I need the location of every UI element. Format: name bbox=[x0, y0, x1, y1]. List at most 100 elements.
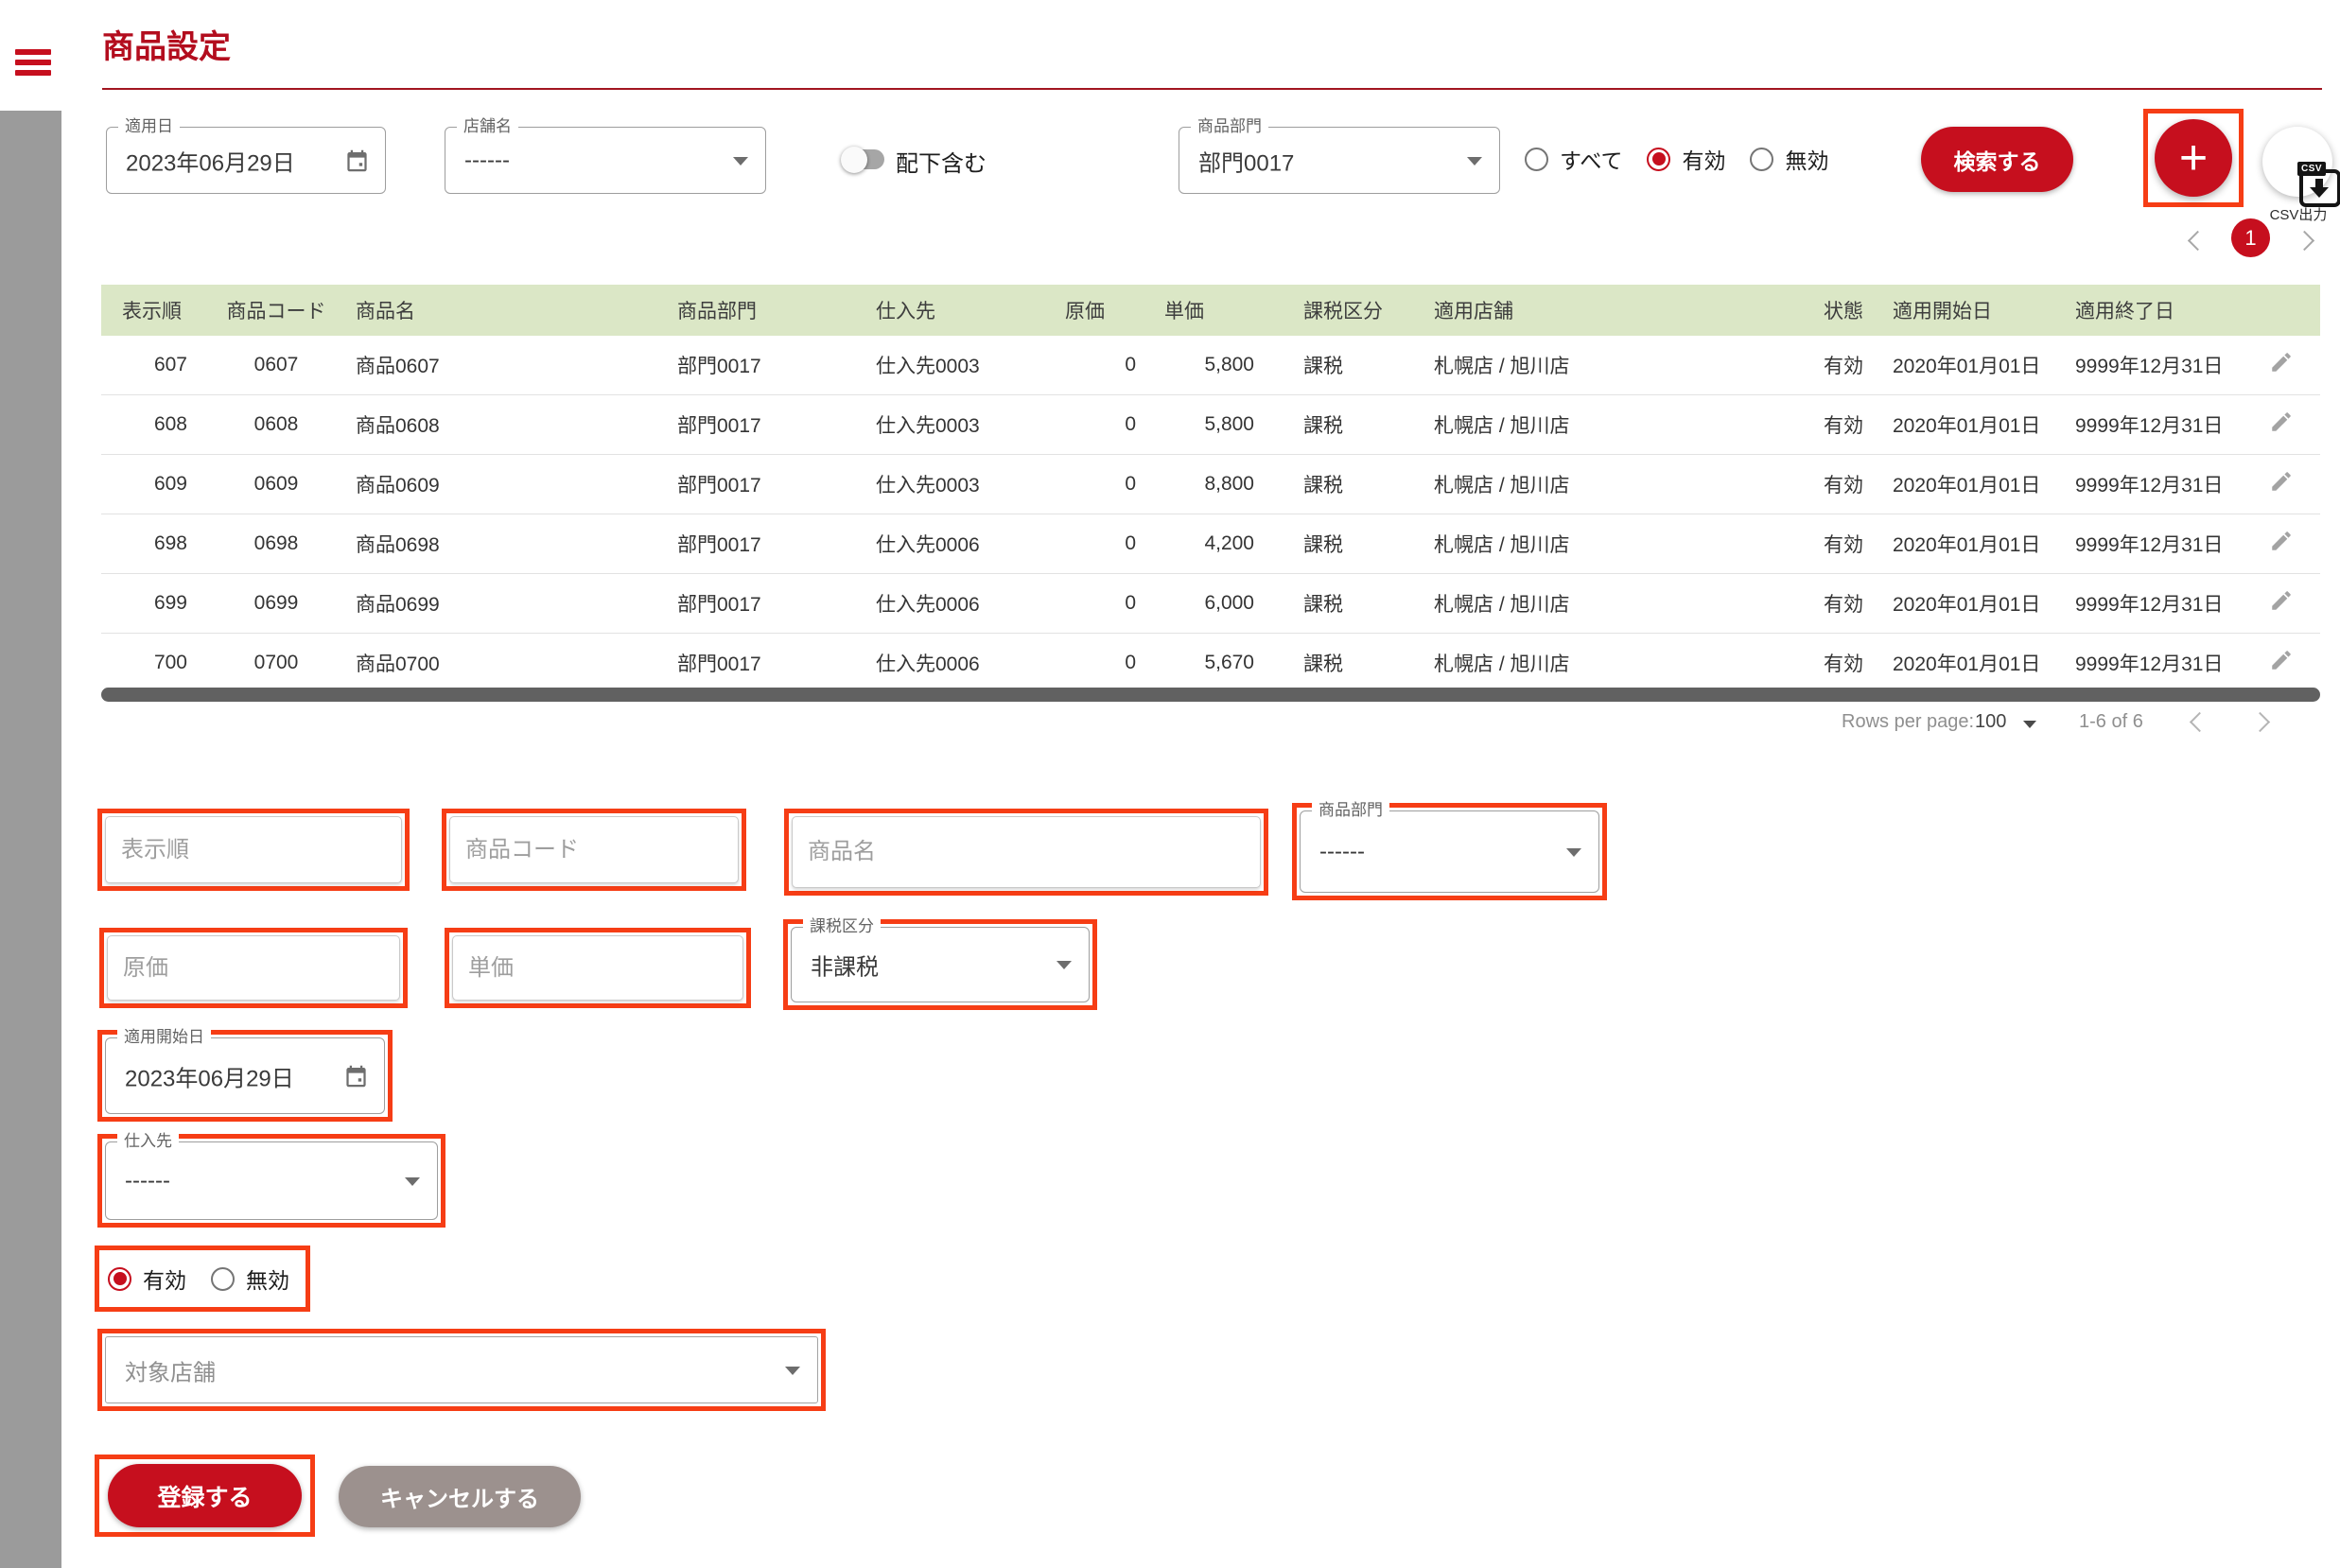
cancel-button[interactable]: キャンセルする bbox=[339, 1466, 581, 1527]
supplier-label: 仕入先 bbox=[117, 1132, 179, 1151]
col-header-status: 状態 bbox=[1799, 285, 1879, 336]
csv-export-label: CSV出力 bbox=[2269, 207, 2328, 223]
edit-icon[interactable] bbox=[2269, 350, 2294, 375]
col-header-unit-price: 単価 bbox=[1151, 285, 1269, 336]
rows-per-page-arrow-icon[interactable] bbox=[2023, 721, 2036, 728]
form-radio-active-label: 有効 bbox=[143, 1268, 186, 1293]
cost-input[interactable] bbox=[107, 935, 400, 1001]
supplier-highlight: 仕入先 ------ bbox=[97, 1132, 445, 1228]
form-radio-inactive-label: 無効 bbox=[246, 1268, 289, 1293]
add-button[interactable]: + bbox=[2155, 119, 2232, 197]
col-header-department: 商品部門 bbox=[664, 285, 863, 336]
products-table: 表示順 商品コード 商品名 商品部門 仕入先 原価 単価 課税区分 適用店舗 状… bbox=[101, 285, 2320, 693]
horizontal-scrollbar[interactable] bbox=[101, 688, 2320, 702]
department-value: 部門0017 bbox=[1198, 150, 1295, 176]
col-header-supplier: 仕入先 bbox=[863, 285, 1052, 336]
rows-per-page-select[interactable]: 100 bbox=[1975, 711, 2007, 732]
edit-icon[interactable] bbox=[2269, 469, 2294, 494]
start-date-field[interactable]: 適用開始日 2023年06月29日 bbox=[105, 1028, 385, 1114]
form-department-select[interactable]: 商品部門 ------ bbox=[1300, 801, 1599, 893]
edit-icon[interactable] bbox=[2269, 409, 2294, 434]
page-title: 商品設定 bbox=[102, 29, 231, 65]
target-store-select[interactable]: 対象店舗 bbox=[105, 1336, 818, 1403]
tax-class-select[interactable]: 課税区分 非課税 bbox=[791, 917, 1090, 1002]
search-button[interactable]: 検索する bbox=[1921, 127, 2073, 192]
cost-highlight bbox=[99, 928, 408, 1008]
csv-export-button[interactable]: CSV bbox=[2262, 127, 2340, 207]
table-prev-page-icon[interactable] bbox=[2189, 711, 2210, 733]
table-row: 699 0699 商品0699 部門0017 仕入先0006 0 6,000 課税 札幌… bbox=[101, 573, 2320, 634]
supplier-select[interactable]: 仕入先 ------ bbox=[105, 1132, 438, 1220]
submit-highlight: 登録する bbox=[95, 1455, 315, 1537]
radio-inactive-label: 無効 bbox=[1785, 148, 1829, 173]
edit-icon[interactable] bbox=[2269, 648, 2294, 672]
unit-price-input[interactable] bbox=[452, 935, 743, 1001]
product-code-highlight bbox=[442, 809, 746, 891]
sidebar bbox=[0, 111, 61, 1568]
radio-active[interactable] bbox=[1647, 147, 1671, 171]
edit-icon[interactable] bbox=[2269, 529, 2294, 553]
col-header-start-date: 適用開始日 bbox=[1879, 285, 2045, 336]
col-header-product-code: 商品コード bbox=[210, 285, 342, 336]
radio-inactive[interactable] bbox=[1750, 147, 1774, 171]
form-status-radios: 有効 無効 bbox=[108, 1253, 308, 1304]
unit-price-highlight bbox=[445, 928, 751, 1008]
chevron-down-icon bbox=[1566, 847, 1581, 857]
prev-page-icon[interactable] bbox=[2187, 230, 2209, 252]
radio-all[interactable] bbox=[1525, 147, 1548, 171]
chevron-down-icon bbox=[733, 156, 748, 166]
store-value: ------ bbox=[464, 147, 510, 173]
store-label: 店舗名 bbox=[457, 117, 518, 136]
col-header-tax-class: 課税区分 bbox=[1269, 285, 1421, 336]
form-radio-active[interactable] bbox=[108, 1266, 131, 1291]
col-header-end-date: 適用終了日 bbox=[2045, 285, 2234, 336]
apply-date-value: 2023年06月29日 bbox=[126, 150, 295, 176]
target-store-highlight: 対象店舗 bbox=[97, 1329, 826, 1411]
include-subordinates-label: 配下含む bbox=[896, 151, 987, 177]
tax-class-value: 非課税 bbox=[811, 954, 879, 981]
tax-class-highlight: 課税区分 非課税 bbox=[783, 917, 1097, 1010]
calendar-icon[interactable] bbox=[343, 1063, 369, 1089]
department-label: 商品部門 bbox=[1191, 117, 1268, 136]
hamburger-menu-icon[interactable] bbox=[15, 49, 51, 76]
store-select[interactable]: 店舗名 ------ bbox=[445, 117, 766, 194]
display-order-input[interactable] bbox=[105, 816, 402, 883]
col-header-cost: 原価 bbox=[1052, 285, 1151, 336]
table-header-row: 表示順 商品コード 商品名 商品部門 仕入先 原価 単価 課税区分 適用店舗 状… bbox=[101, 285, 2320, 336]
radio-all-label: すべて bbox=[1560, 148, 1623, 173]
start-date-value: 2023年06月29日 bbox=[125, 1066, 294, 1091]
start-date-highlight: 適用開始日 2023年06月29日 bbox=[97, 1028, 393, 1122]
rows-range-label: 1-6 of 6 bbox=[2079, 711, 2143, 732]
supplier-value: ------ bbox=[125, 1167, 170, 1193]
product-name-input[interactable] bbox=[792, 816, 1261, 888]
form-radio-inactive[interactable] bbox=[211, 1266, 235, 1291]
form-department-highlight: 商品部門 ------ bbox=[1292, 801, 1607, 900]
table-row: 698 0698 商品0698 部門0017 仕入先0006 0 4,200 課税 札幌… bbox=[101, 514, 2320, 574]
table-next-page-icon[interactable] bbox=[2249, 711, 2271, 733]
department-select[interactable]: 商品部門 部門0017 bbox=[1179, 117, 1500, 194]
status-filter-radios: すべて 有効 無効 bbox=[1525, 142, 1853, 176]
start-date-label: 適用開始日 bbox=[117, 1028, 211, 1047]
radio-active-label: 有効 bbox=[1682, 148, 1726, 173]
submit-button[interactable]: 登録する bbox=[108, 1464, 302, 1527]
include-subordinates-toggle[interactable] bbox=[841, 146, 884, 173]
col-header-product-name: 商品名 bbox=[342, 285, 664, 336]
apply-date-field[interactable]: 適用日 2023年06月29日 bbox=[106, 117, 386, 194]
rows-per-page-label: Rows per page: bbox=[1842, 711, 1975, 732]
chevron-down-icon bbox=[405, 1176, 420, 1186]
table-row: 700 0700 商品0700 部門0017 仕入先0006 0 5,670 課税 札幌… bbox=[101, 633, 2320, 693]
chevron-down-icon bbox=[785, 1366, 800, 1375]
table-row: 609 0609 商品0609 部門0017 仕入先0003 0 8,800 課税 札幌… bbox=[101, 454, 2320, 514]
col-header-display-order: 表示順 bbox=[101, 285, 210, 336]
form-department-label: 商品部門 bbox=[1312, 801, 1389, 820]
calendar-icon[interactable] bbox=[344, 148, 370, 173]
page-1-button[interactable]: 1 bbox=[2231, 218, 2270, 257]
product-code-input[interactable] bbox=[449, 816, 739, 883]
add-button-highlight: + bbox=[2143, 109, 2244, 207]
next-page-icon[interactable] bbox=[2294, 230, 2315, 252]
edit-icon[interactable] bbox=[2269, 588, 2294, 613]
col-header-applied-stores: 適用店舗 bbox=[1421, 285, 1799, 336]
form-status-highlight: 有効 無効 bbox=[95, 1246, 310, 1312]
chevron-down-icon bbox=[1056, 961, 1072, 969]
col-header-edit bbox=[2234, 285, 2320, 336]
